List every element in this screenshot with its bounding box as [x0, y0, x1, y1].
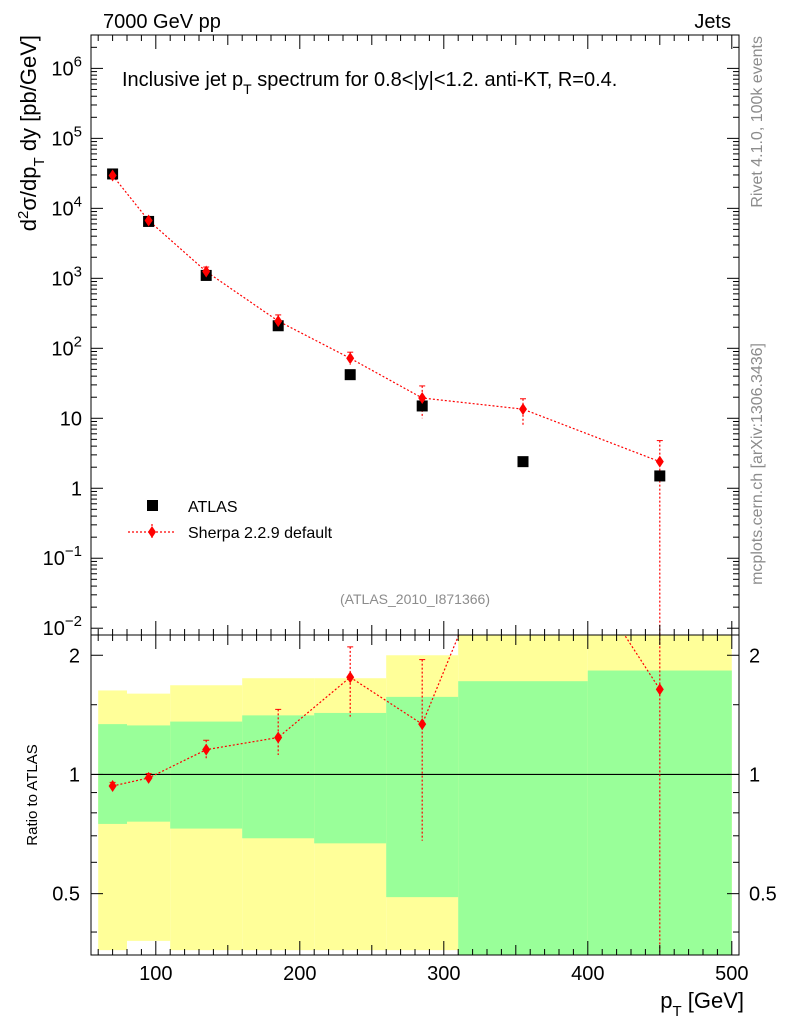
main-y-axis-label: d2σ/dpT dy [pb/GeV] — [15, 35, 48, 231]
ratio-panel: 0.5 0.5 1 1 2 2 100 200 300 400 500 — [52, 472, 777, 985]
sherpa-point — [274, 315, 283, 328]
sherpa-point — [519, 403, 527, 416]
ratio-y-tick-label-right: 1 — [749, 764, 760, 786]
y-tick-label: 10−1 — [43, 543, 82, 570]
y-tick-label: 1 — [71, 478, 82, 500]
x-tick-label: 400 — [571, 963, 604, 985]
legend-sherpa-label: Sherpa 2.2.9 default — [188, 525, 333, 542]
sherpa-point — [144, 214, 153, 227]
y-tick-label: 102 — [51, 333, 82, 360]
rivet-version-label: Rivet 4.1.0, 100k events — [749, 36, 766, 208]
sherpa-point — [346, 352, 355, 365]
atlas-point — [344, 369, 356, 381]
ratio-y-tick-label-right: 2 — [749, 645, 760, 667]
x-tick-label: 300 — [427, 963, 460, 985]
legend: ATLAS Sherpa 2.2.9 default — [128, 499, 333, 542]
mcplots-label: mcplots.cern.ch [arXiv:1306.3436] — [749, 343, 766, 585]
ratio-sherpa-point — [346, 671, 355, 684]
header-right-label: Jets — [694, 11, 731, 33]
ratio-y-tick-label-left: 2 — [69, 645, 80, 667]
y-tick-label: 104 — [51, 193, 82, 220]
legend-sherpa-marker — [148, 526, 156, 538]
y-tick-label: 10−2 — [43, 613, 82, 640]
y-tick-label: 105 — [51, 123, 82, 150]
sherpa-point — [202, 265, 211, 278]
ratio-sherpa-point — [274, 731, 283, 744]
ratio-sherpa-point — [519, 472, 527, 484]
sherpa-series-line — [112, 175, 661, 463]
sherpa-point — [418, 391, 427, 404]
ratio-y-tick-label-left: 0.5 — [52, 884, 80, 906]
ratio-y-tick-label-left: 1 — [69, 764, 80, 786]
y-tick-label: 10 — [60, 408, 82, 430]
y-tick-label: 103 — [51, 263, 82, 290]
plot-title-part2: spectrum for 0.8<|y|<1.2. anti-KT, R=0.4… — [252, 69, 618, 91]
atlas-point — [517, 456, 529, 468]
x-tick-label: 100 — [139, 963, 172, 985]
main-panel: 10−2 10−1 1 10 102 103 104 105 106 — [43, 34, 740, 640]
ratio-band-green — [458, 681, 588, 955]
plot-title: Inclusive jet pT spectrum for 0.8<|y|<1.… — [122, 69, 617, 97]
x-tick-label: 500 — [715, 963, 748, 985]
y-tick-label: 106 — [51, 53, 82, 80]
x-axis-label: pT [GeV] — [660, 988, 744, 1020]
ratio-sherpa-point — [418, 718, 427, 731]
ratio-y-axis-label: Ratio to ATLAS — [24, 744, 41, 845]
analysis-reference-label: (ATLAS_2010_I871366) — [340, 591, 490, 607]
plot-title-part1: Inclusive jet p — [122, 69, 243, 91]
ratio-sherpa-point — [144, 771, 153, 784]
legend-atlas-marker — [147, 500, 158, 511]
atlas-point — [416, 400, 428, 412]
ratio-y-tick-label-right: 0.5 — [749, 884, 777, 906]
sherpa-point — [108, 169, 117, 182]
ratio-sherpa-point — [655, 683, 664, 696]
main-frame — [90, 34, 740, 636]
ratio-band-green — [170, 721, 243, 829]
x-tick-label: 200 — [283, 963, 316, 985]
main-data-area — [107, 168, 666, 635]
sherpa-point — [655, 455, 664, 468]
atlas-point — [654, 470, 666, 482]
ratio-sherpa-line — [112, 635, 661, 787]
ratio-sherpa-point — [108, 780, 117, 793]
ratio-sherpa-point — [202, 743, 211, 756]
plot-title-subscript: T — [243, 81, 252, 97]
header-left-label: 7000 GeV pp — [103, 11, 221, 33]
legend-atlas-label: ATLAS — [188, 499, 238, 516]
ratio-band-green — [314, 712, 387, 844]
